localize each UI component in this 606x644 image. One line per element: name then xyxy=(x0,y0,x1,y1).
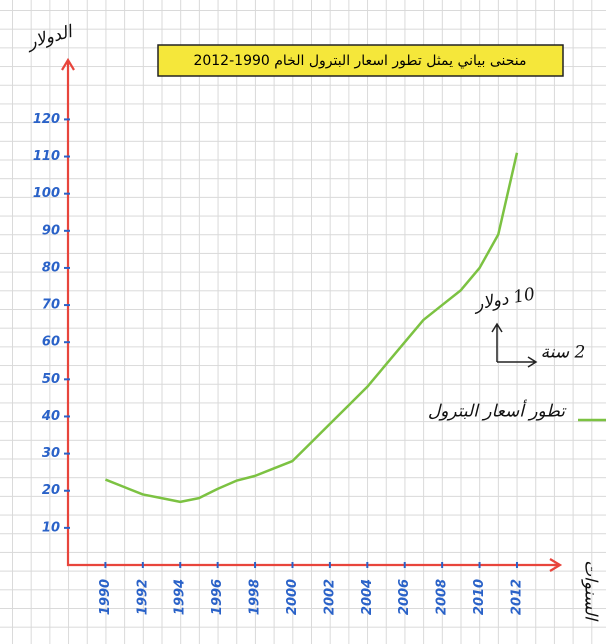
y-tick-label: 80 xyxy=(42,260,60,275)
x-tick-label: 1998 xyxy=(248,579,263,615)
chart-title: منحنى بياني يمثل تطور اسعار البترول الخا… xyxy=(193,53,526,69)
y-tick-label: 60 xyxy=(42,335,60,350)
y-tick-label: 10 xyxy=(42,520,60,535)
annotation: 2 سنة xyxy=(541,343,586,363)
y-tick-label: 50 xyxy=(42,372,60,387)
x-tick-label: 2004 xyxy=(360,579,375,615)
series-line xyxy=(104,152,519,504)
x-tick-label: 1994 xyxy=(173,579,188,615)
y-tick-label: 30 xyxy=(42,446,60,461)
y-tick-label: 40 xyxy=(41,409,60,424)
x-tick-label: 2006 xyxy=(397,579,412,615)
x-tick-label: 2002 xyxy=(322,579,337,615)
axes xyxy=(61,57,563,572)
y-tick-label: 100 xyxy=(33,186,60,201)
y-tick-label: 20 xyxy=(42,483,60,498)
x-tick-label: 1990 xyxy=(98,579,113,615)
x-tick-label: 1996 xyxy=(210,579,225,615)
y-tick-label: 120 xyxy=(33,112,60,127)
legend-label: تطور أسعار البترول xyxy=(428,400,567,422)
y-tick-label: 90 xyxy=(42,223,60,238)
title-box xyxy=(157,44,564,77)
y-tick-label: 70 xyxy=(42,298,60,313)
y-axis-label: الدولار xyxy=(24,21,77,53)
x-tick-label: 2008 xyxy=(435,579,450,615)
y-tick-label: 110 xyxy=(33,149,60,164)
scale-arrows xyxy=(491,322,538,368)
x-axis-label: السنوات xyxy=(581,560,601,622)
x-tick-label: 2010 xyxy=(472,579,487,615)
x-tick-label: 1992 xyxy=(135,579,150,615)
x-tick-label: 2000 xyxy=(285,579,300,615)
annotation: 10 دولار xyxy=(471,284,536,315)
x-tick-label: 2012 xyxy=(509,579,524,615)
